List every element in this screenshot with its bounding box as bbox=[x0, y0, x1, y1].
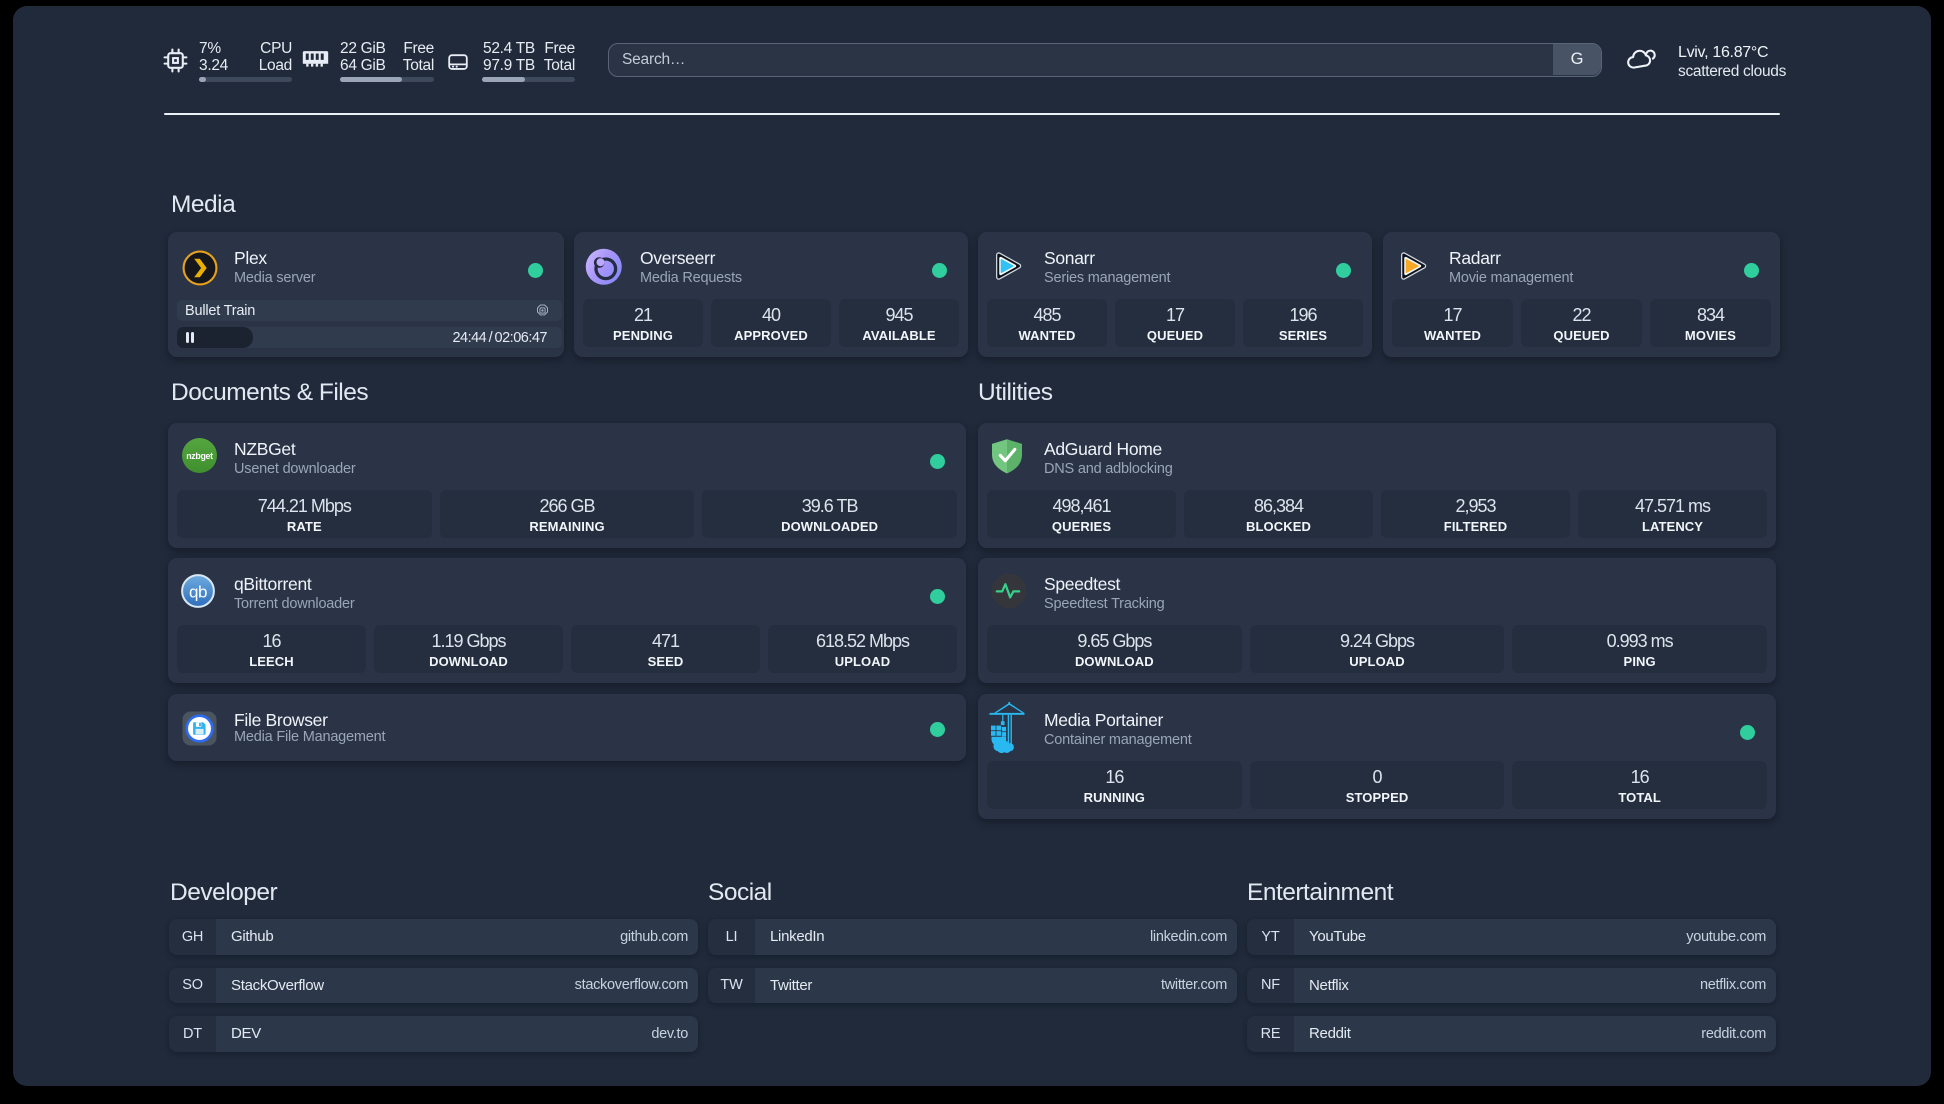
svg-text:qb: qb bbox=[189, 583, 207, 602]
svg-text:nzbget: nzbget bbox=[186, 451, 213, 461]
